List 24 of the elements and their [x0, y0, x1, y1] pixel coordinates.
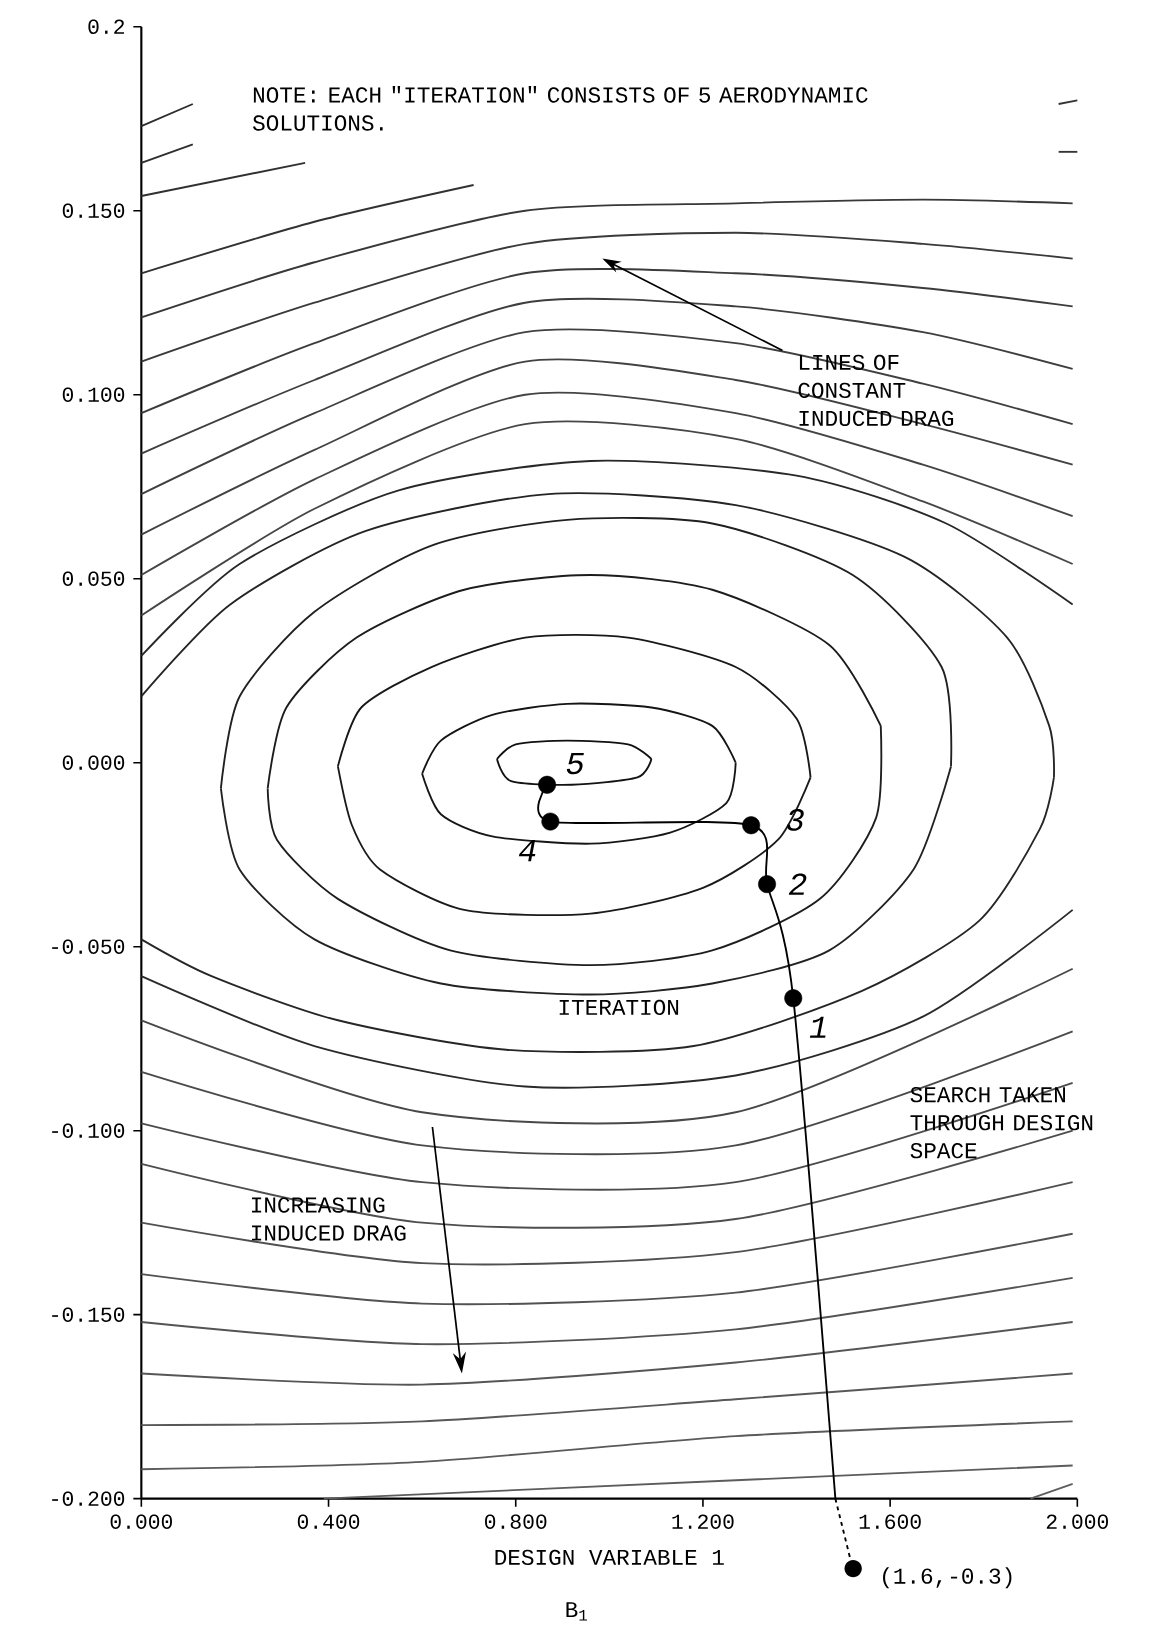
annotation: ITERATION	[559, 999, 679, 1016]
x-tick-label: 1.600	[859, 1514, 921, 1529]
y-tick-label: -0.100	[52, 1123, 125, 1138]
y-tick-label: 0.2	[88, 19, 124, 34]
y-tick-label: 0.150	[62, 203, 125, 218]
text: (1.6,-0.3)	[883, 1567, 1012, 1589]
y-tick-label: 0.100	[62, 387, 125, 402]
x-tick-label: 2.000	[1046, 1514, 1109, 1529]
y-tick-label: 0.050	[62, 571, 125, 586]
text: B$_{1}$	[566, 1602, 588, 1621]
x-tick-label: 0.400	[297, 1514, 360, 1529]
y-tick-label: -0.050	[52, 939, 125, 954]
annotation: 1	[809, 1016, 826, 1038]
x-tick-label: 0.800	[485, 1514, 547, 1529]
annotation: 4	[518, 840, 536, 862]
annotation: 5	[566, 752, 584, 775]
y-tick-label: 0.000	[62, 755, 125, 770]
y-tick-label: -0.150	[52, 1307, 125, 1322]
annotation: 2	[788, 873, 807, 895]
x-axis-title: DESIGN VARIABLE 1	[495, 1549, 724, 1566]
x-tick-label: 1.200	[672, 1514, 734, 1529]
annotation: NOTE: EACH "ITERATION" CONSISTS OF 5 AERODYNAMIC SOLUTIONS.	[252, 86, 868, 131]
x-tick-label: 0.000	[110, 1514, 173, 1529]
y-tick-label: -0.200	[52, 1491, 125, 1506]
